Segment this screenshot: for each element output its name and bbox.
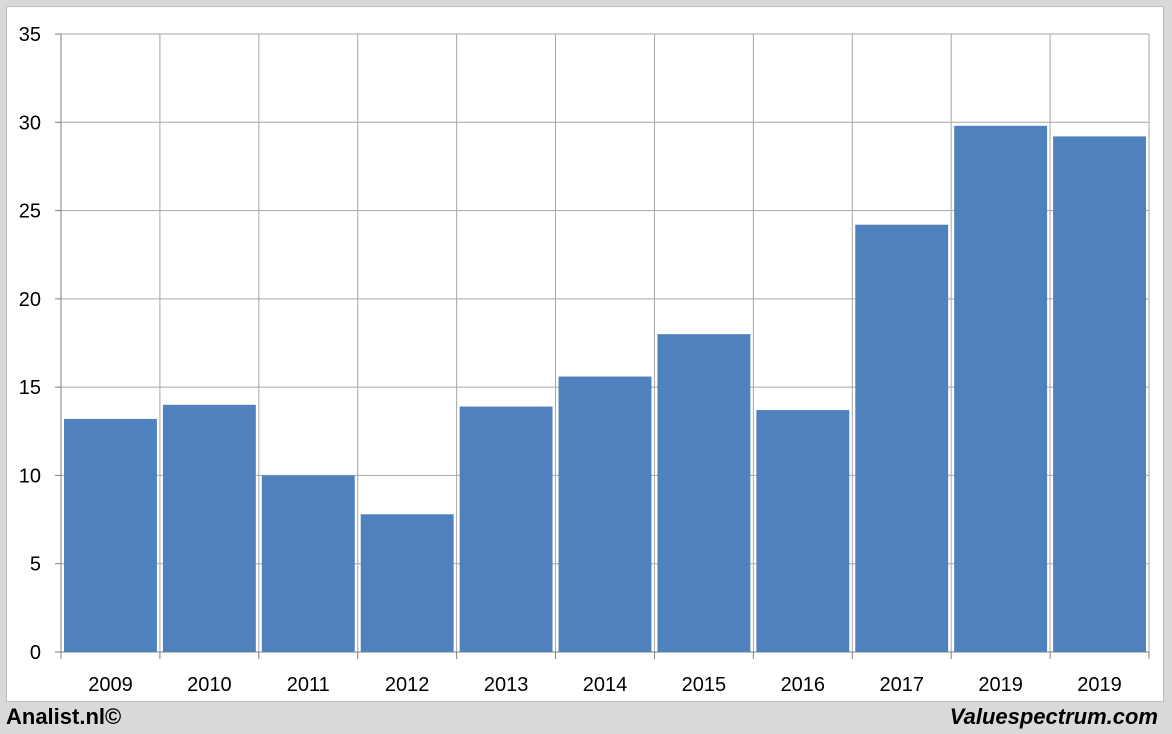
x-tick-label: 2019 bbox=[978, 674, 1023, 696]
x-tick-label: 2019 bbox=[1077, 674, 1122, 696]
x-tick-label: 2016 bbox=[781, 674, 826, 696]
x-tick-label: 2012 bbox=[385, 674, 430, 696]
y-tick-label: 5 bbox=[30, 554, 41, 576]
bar-2015-6 bbox=[657, 334, 751, 652]
bar-2014-5 bbox=[558, 376, 652, 652]
y-tick-label: 35 bbox=[19, 24, 41, 46]
x-tick-label: 2017 bbox=[879, 674, 924, 696]
x-tick-label: 2015 bbox=[682, 674, 727, 696]
bar-2012-3 bbox=[360, 514, 454, 652]
bar-2011-2 bbox=[261, 475, 355, 652]
y-axis-ticks: 0 5 10 15 20 25 30 35 bbox=[19, 24, 41, 664]
bar-2019-10 bbox=[1053, 136, 1146, 652]
bar-2019-9 bbox=[954, 125, 1048, 653]
y-tick-label: 15 bbox=[19, 377, 41, 399]
x-tick-label: 2014 bbox=[583, 674, 628, 696]
bar-2017-8 bbox=[855, 224, 949, 652]
y-tick-label: 25 bbox=[19, 201, 41, 223]
y-tick-label: 30 bbox=[19, 112, 41, 134]
bars-group bbox=[64, 125, 1146, 653]
y-tick-label: 10 bbox=[19, 465, 41, 487]
footer-site-label: Valuespectrum.com bbox=[949, 704, 1158, 729]
bar-2010-1 bbox=[162, 404, 256, 652]
footer-source-label: Analist.nl© bbox=[6, 704, 122, 729]
x-tick-label: 2009 bbox=[88, 674, 133, 696]
bar-2016-7 bbox=[756, 410, 850, 652]
y-tick-label: 20 bbox=[19, 289, 41, 311]
x-tick-label: 2010 bbox=[187, 674, 232, 696]
x-tick-label: 2011 bbox=[287, 674, 330, 696]
x-tick-label: 2013 bbox=[484, 674, 529, 696]
y-tick-label: 0 bbox=[30, 642, 41, 664]
bar-2009-0 bbox=[64, 418, 157, 652]
bar-2013-4 bbox=[459, 406, 553, 652]
x-axis-ticks: 2009 2010 2011 2012 2013 2014 2015 2016 2017 2019… bbox=[88, 674, 1122, 696]
